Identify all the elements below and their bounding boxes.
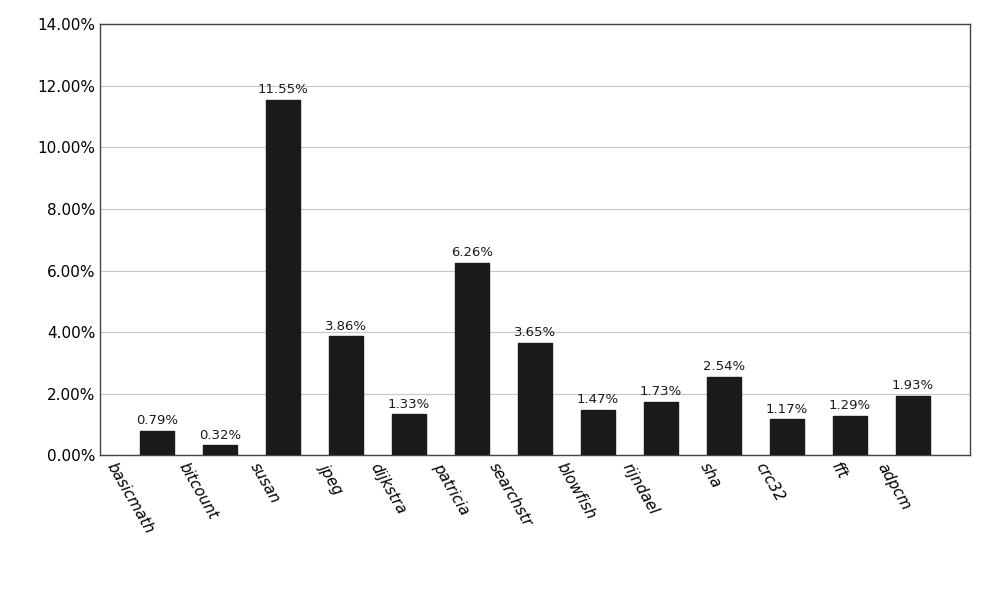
Bar <box>707 377 741 455</box>
Bar <box>644 402 678 455</box>
Bar <box>203 446 237 455</box>
Bar <box>266 100 300 455</box>
Text: 1.33%: 1.33% <box>388 398 430 410</box>
Bar <box>329 336 363 455</box>
Bar <box>896 396 930 455</box>
Text: 2.54%: 2.54% <box>703 361 745 373</box>
Text: 6.26%: 6.26% <box>451 246 493 259</box>
Bar <box>140 431 174 455</box>
Bar <box>392 415 426 455</box>
Bar <box>518 343 552 455</box>
Text: 1.93%: 1.93% <box>892 379 934 392</box>
Text: 1.29%: 1.29% <box>829 399 871 412</box>
Bar <box>455 263 489 455</box>
Bar <box>833 416 867 455</box>
Text: 11.55%: 11.55% <box>258 83 308 96</box>
Text: 3.65%: 3.65% <box>514 326 556 339</box>
Bar <box>581 410 615 455</box>
Text: 0.79%: 0.79% <box>136 414 178 427</box>
Text: 1.73%: 1.73% <box>640 385 682 398</box>
Text: 1.47%: 1.47% <box>577 393 619 406</box>
Text: 0.32%: 0.32% <box>199 429 241 442</box>
Text: 3.86%: 3.86% <box>325 320 367 333</box>
Text: 1.17%: 1.17% <box>766 402 808 416</box>
Bar <box>770 419 804 455</box>
